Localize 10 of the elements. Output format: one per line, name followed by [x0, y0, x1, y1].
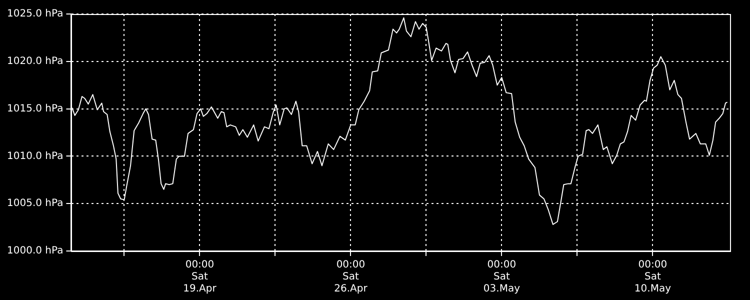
x-tick-label: 00:00 Sat 10.May	[634, 260, 672, 295]
y-tick-label: 1000.0 hPa	[6, 246, 64, 257]
x-tick-label: 00:00 Sat 26.Apr	[334, 260, 368, 295]
y-tick-label: 1020.0 hPa	[6, 56, 64, 67]
y-tick-label: 1005.0 hPa	[6, 198, 64, 210]
y-tick-label: 1025.0 hPa	[6, 8, 64, 20]
y-tick-label: 1010.0 hPa	[6, 150, 64, 162]
x-tick-label: 00:00 Sat 19.Apr	[183, 260, 218, 295]
y-tick-label: 1015.0 hPa	[6, 103, 64, 114]
x-tick-label: 00:00 Sat 03.May	[483, 260, 520, 295]
